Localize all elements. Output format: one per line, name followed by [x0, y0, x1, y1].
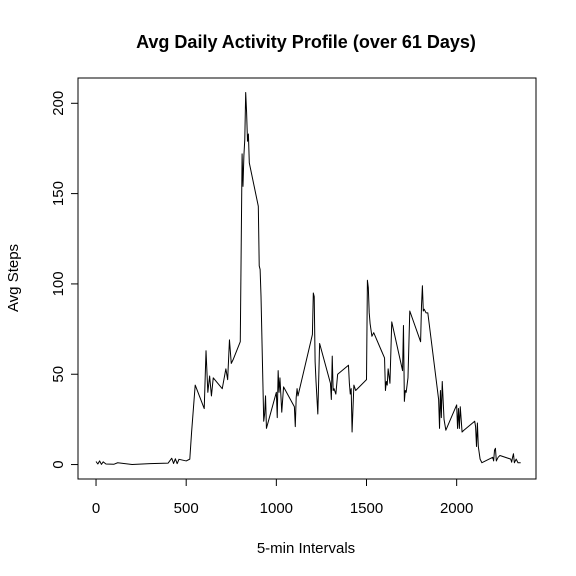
x-axis: 0 500 1000 1500 2000 — [92, 479, 473, 517]
y-tick-label: 150 — [50, 181, 67, 206]
series-line — [95, 91, 521, 466]
x-tick-label: 1500 — [350, 500, 383, 517]
y-tick-label: 100 — [50, 271, 67, 296]
y-axis-label: Avg Steps — [5, 244, 22, 312]
y-tick-label: 50 — [50, 366, 67, 383]
x-tick-label: 0 — [92, 500, 100, 517]
y-tick-label: 200 — [50, 91, 67, 116]
plot-frame — [77, 77, 537, 480]
y-tick-label: 0 — [50, 460, 67, 468]
x-tick-label: 500 — [174, 500, 199, 517]
chart-title: Avg Daily Activity Profile (over 61 Days… — [136, 32, 476, 52]
y-axis: 0 50 100 150 200 — [50, 91, 78, 469]
x-tick-label: 1000 — [260, 500, 293, 517]
x-axis-label: 5-min Intervals — [257, 540, 355, 557]
x-tick-label: 2000 — [440, 500, 473, 517]
